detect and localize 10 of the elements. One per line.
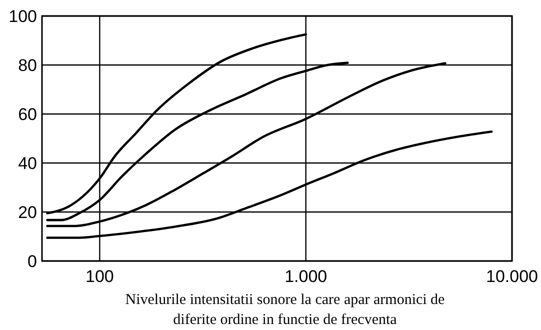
y-tick-label: 40 xyxy=(18,154,37,174)
x-tick-label: 100 xyxy=(86,267,114,286)
x-axis-title: Nivelurile intensitatii sonore la care apar armonici de diferite ordine in functie de frecventa xyxy=(125,292,446,328)
x-tick-label: 1.000 xyxy=(284,267,328,286)
y-tick-label: 0 xyxy=(28,252,37,272)
x-tick-label: 10.000 xyxy=(486,267,538,286)
y-tick-label: 20 xyxy=(18,203,37,222)
y-tick-label: 100 xyxy=(8,7,37,26)
y-tick-label: 80 xyxy=(18,56,37,76)
y-tick-label: 60 xyxy=(18,105,37,124)
